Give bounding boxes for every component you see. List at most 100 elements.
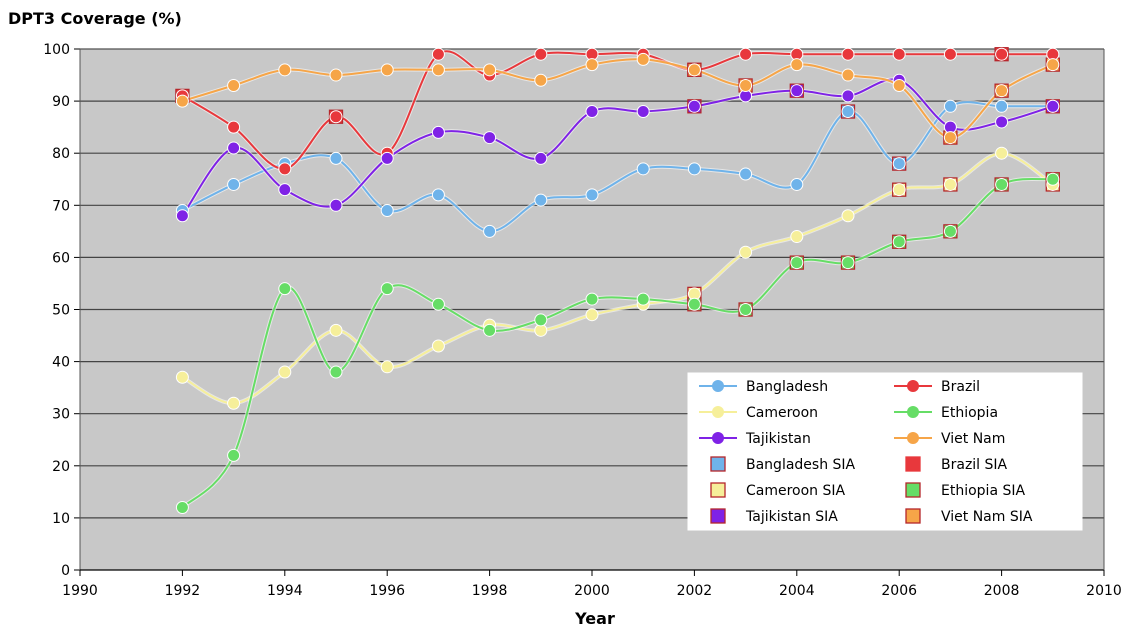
point-ethiopia-2001 — [636, 292, 650, 306]
point-tajikistan-2002 — [687, 99, 701, 113]
legend-label-cameroon: Cameroon — [746, 405, 818, 421]
point-ethiopia-1999 — [534, 313, 548, 327]
point-bangladesh-2007 — [943, 99, 957, 113]
x-axis-title: Year — [574, 609, 615, 628]
point-cameroon-1995 — [329, 323, 343, 337]
point-brazil-1993 — [227, 120, 241, 134]
point-cameroon-2006 — [892, 183, 906, 197]
point-ethiopia-2002 — [687, 297, 701, 311]
point-viet-nam-2006 — [892, 78, 906, 92]
x-tick-label-1998: 1998 — [472, 583, 508, 599]
point-ethiopia-2009 — [1046, 172, 1060, 186]
point-bangladesh-2004 — [790, 177, 804, 191]
point-viet-nam-1999 — [534, 73, 548, 87]
point-cameroon-1994 — [278, 365, 292, 379]
point-tajikistan-2008 — [995, 115, 1009, 129]
legend-label-bangladesh-sia: Bangladesh SIA — [746, 457, 856, 473]
point-ethiopia-2006 — [892, 235, 906, 249]
point-cameroon-2008 — [995, 146, 1009, 160]
x-tick-label-2002: 2002 — [677, 583, 713, 599]
point-ethiopia-2005 — [841, 256, 855, 270]
point-bangladesh-1995 — [329, 151, 343, 165]
x-tick-label-2006: 2006 — [881, 583, 917, 599]
point-bangladesh-1997 — [431, 188, 445, 202]
legend-symbol-ethiopia-sia — [905, 482, 921, 498]
point-ethiopia-1996 — [380, 282, 394, 296]
point-ethiopia-1992 — [175, 500, 189, 514]
legend-symbol-ethiopia — [907, 406, 919, 418]
point-tajikistan-1996 — [380, 151, 394, 165]
point-bangladesh-1998 — [483, 224, 497, 238]
point-cameroon-1992 — [175, 370, 189, 384]
legend-symbol-bangladesh-sia — [710, 456, 726, 472]
legend-label-cameroon-sia: Cameroon SIA — [746, 483, 846, 499]
legend-symbol-brazil-sia — [905, 456, 921, 472]
point-bangladesh-1996 — [380, 204, 394, 218]
legend-symbol-bangladesh — [712, 380, 724, 392]
point-viet-nam-1994 — [278, 63, 292, 77]
y-tick-label-100: 100 — [43, 42, 70, 58]
point-ethiopia-1998 — [483, 323, 497, 337]
legend-symbol-tajikistan-sia — [710, 508, 726, 524]
point-brazil-2005 — [841, 47, 855, 61]
point-cameroon-2003 — [739, 245, 753, 259]
point-bangladesh-2005 — [841, 105, 855, 119]
point-brazil-2006 — [892, 47, 906, 61]
point-cameroon-2007 — [943, 177, 957, 191]
y-tick-label-20: 20 — [52, 459, 70, 475]
legend: Bangladesh Cameroon Tajikistan Bangladesh S… — [687, 372, 1083, 531]
point-tajikistan-2005 — [841, 89, 855, 103]
legend-label-tajikistan-sia: Tajikistan SIA — [745, 509, 838, 525]
point-ethiopia-1994 — [278, 282, 292, 296]
point-cameroon-1997 — [431, 339, 445, 353]
axes: 0 10 20 30 40 50 60 70 80 90 100 1990 1992 1994 1996 19… — [43, 42, 1122, 599]
y-tick-label-40: 40 — [52, 355, 70, 371]
x-tick-label-2010: 2010 — [1086, 583, 1122, 599]
point-brazil-2007 — [943, 47, 957, 61]
x-tick-label-1994: 1994 — [267, 583, 303, 599]
point-viet-nam-1993 — [227, 78, 241, 92]
point-tajikistan-1994 — [278, 183, 292, 197]
point-viet-nam-2008 — [995, 84, 1009, 98]
point-cameroon-1996 — [380, 360, 394, 374]
point-viet-nam-2001 — [636, 52, 650, 66]
point-tajikistan-1992 — [175, 209, 189, 223]
point-ethiopia-2003 — [739, 303, 753, 316]
point-tajikistan-1993 — [227, 141, 241, 155]
y-tick-label-70: 70 — [52, 198, 70, 214]
point-viet-nam-1997 — [431, 63, 445, 77]
point-bangladesh-2001 — [636, 162, 650, 176]
point-bangladesh-1999 — [534, 193, 548, 207]
x-tick-label-2000: 2000 — [574, 583, 610, 599]
point-tajikistan-1997 — [431, 125, 445, 139]
legend-symbol-brazil — [907, 380, 919, 392]
point-bangladesh-2006 — [892, 157, 906, 171]
point-viet-nam-2007 — [943, 131, 957, 145]
legend-label-bangladesh: Bangladesh — [746, 379, 828, 395]
legend-label-tajikistan: Tajikistan — [745, 431, 811, 447]
point-viet-nam-2005 — [841, 68, 855, 82]
y-tick-label-50: 50 — [52, 303, 70, 319]
point-brazil-2003 — [739, 47, 753, 61]
point-viet-nam-2002 — [687, 63, 701, 77]
legend-box — [687, 372, 1083, 531]
point-brazil-1997 — [431, 47, 445, 61]
point-tajikistan-1998 — [483, 131, 497, 145]
point-tajikistan-1995 — [329, 198, 343, 212]
point-ethiopia-1993 — [227, 448, 241, 462]
point-bangladesh-2003 — [739, 167, 753, 181]
point-ethiopia-2008 — [995, 177, 1009, 191]
legend-label-viet-nam: Viet Nam — [941, 431, 1005, 447]
legend-symbol-viet-nam — [907, 432, 919, 444]
legend-label-brazil: Brazil — [941, 379, 980, 395]
legend-symbol-cameroon-sia — [710, 482, 726, 498]
point-ethiopia-2000 — [585, 292, 599, 306]
point-tajikistan-1999 — [534, 151, 548, 165]
x-tick-label-2008: 2008 — [984, 583, 1020, 599]
y-tick-label-60: 60 — [52, 250, 70, 266]
series-points — [175, 47, 1060, 514]
point-viet-nam-1995 — [329, 68, 343, 82]
point-cameroon-2004 — [790, 230, 804, 244]
legend-label-viet-nam-sia: Viet Nam SIA — [941, 509, 1033, 525]
